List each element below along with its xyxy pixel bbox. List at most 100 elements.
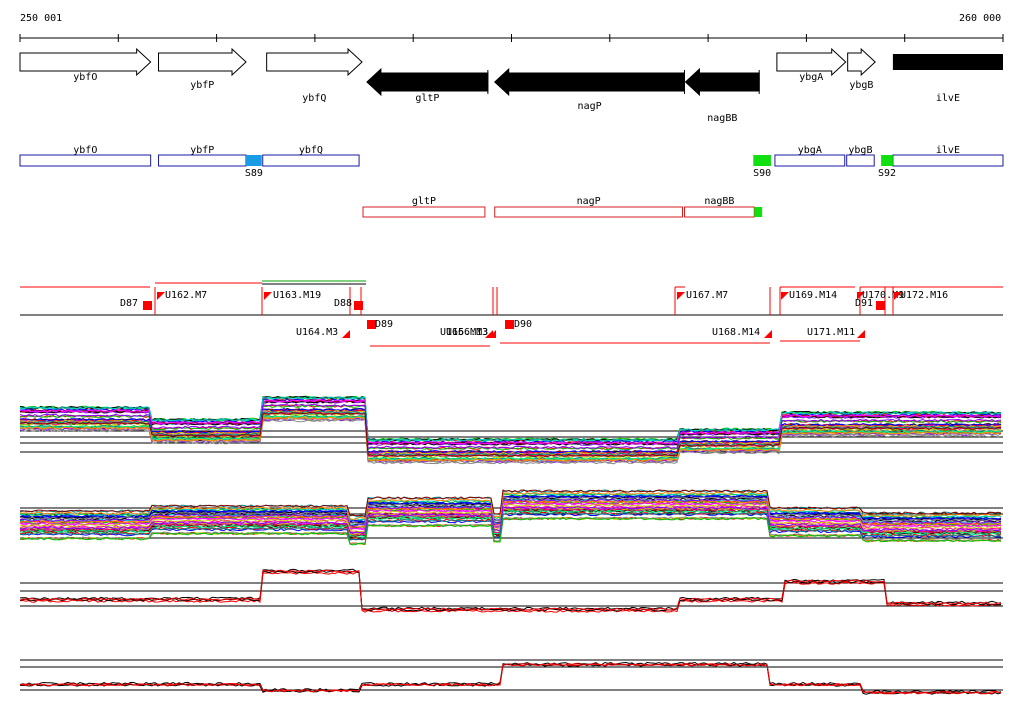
expression-trace — [19, 500, 1002, 528]
segment-marker — [488, 330, 496, 338]
gene-label-ilvE: ilvE — [936, 93, 960, 104]
expression-trace — [19, 512, 1002, 541]
segment-marker — [781, 292, 789, 300]
segment-marker — [157, 292, 165, 300]
gene-label-ybfO: ybfO — [73, 72, 97, 83]
segment-marker — [857, 330, 865, 338]
expression-trace — [19, 501, 1002, 530]
expression-trace — [19, 494, 1002, 523]
segment-marker — [342, 330, 350, 338]
forward-box-ilvE — [892, 154, 1004, 167]
segment-label: D89 — [375, 319, 393, 330]
forward-box-label-ybgB: ybgB — [848, 145, 872, 156]
coordinate-ruler — [19, 34, 1004, 42]
gene-arrow-nagBB — [684, 67, 760, 97]
expression-summary-reverse — [19, 659, 1003, 695]
segment-marker — [354, 301, 363, 310]
expression-trace — [19, 399, 1002, 445]
expression-trace — [19, 503, 1002, 533]
expression-trace — [19, 498, 1002, 527]
gene-label-ybgB: ybgB — [849, 80, 873, 91]
end-coordinate: 260 000 — [959, 13, 1002, 24]
gene-arrow-ybfP — [158, 47, 247, 77]
forward-box-label-ybfO: ybfO — [73, 145, 97, 156]
expression-trace — [19, 407, 1002, 454]
gene-arrow-gltP — [366, 67, 489, 97]
segment-marker — [505, 320, 514, 329]
gene-label-nagP: nagP — [578, 101, 602, 112]
gene-label-ybgA: ybgA — [799, 72, 823, 83]
forward-annotation-track: ybfO ybfP ybfQ ybgA ybgB ilvE S89 S90 S92 — [19, 145, 1004, 179]
segment-label: D90 — [514, 319, 532, 330]
segment-label: U171.M11 — [807, 327, 855, 338]
start-coordinate: 250 001 — [20, 13, 63, 24]
expression-trace — [19, 409, 1002, 456]
site-marker-label: S92 — [878, 168, 896, 179]
reverse-box-nagP — [494, 206, 684, 218]
expression-summary-forward — [19, 568, 1003, 613]
gene-arrow-ybfO — [19, 47, 152, 77]
expression-trace — [19, 516, 1002, 545]
expression-trace — [19, 415, 1002, 461]
segment-label: D91 — [855, 298, 873, 309]
segment-marker — [857, 292, 865, 300]
segment-marker — [894, 292, 902, 300]
forward-box-ybfQ — [262, 154, 360, 167]
forward-box-label-ybfQ: ybfQ — [299, 145, 323, 156]
segment-label: U168.M14 — [712, 327, 760, 338]
gene-arrow-ybgB — [847, 47, 876, 77]
gene-arrow-ybfQ — [266, 47, 363, 77]
site-marker — [754, 207, 763, 217]
expression-trace — [19, 506, 1002, 534]
segment-label: D87 — [120, 298, 138, 309]
expression-trace — [19, 517, 1002, 546]
gene-label-gltP: gltP — [415, 93, 439, 104]
segment-marker — [367, 320, 376, 329]
segment-label: U166.M3 — [446, 327, 488, 338]
segmentation-track: D87 U162.M7 U163.M19 D88 U167.M7 U169.M14 U170… — [20, 280, 1003, 347]
expression-trace — [19, 411, 1002, 457]
expression-trace — [19, 663, 1002, 695]
forward-box-label-ybgA: ybgA — [798, 145, 822, 156]
reverse-box-gltP — [362, 206, 486, 218]
segment-marker — [264, 292, 272, 300]
gene-label-ybfQ: ybfQ — [302, 93, 326, 104]
segment-marker — [876, 301, 885, 310]
segment-label: D88 — [334, 298, 352, 309]
segment-marker — [764, 330, 772, 338]
forward-box-ybgB — [846, 154, 875, 167]
expression-trace — [19, 489, 1002, 518]
site-marker-label: S90 — [753, 168, 771, 179]
forward-box-ybgA — [774, 154, 846, 167]
gene-arrow-ilvE — [892, 54, 1003, 70]
reverse-box-label-nagBB: nagBB — [704, 196, 734, 207]
expression-trace — [19, 568, 1002, 610]
site-marker — [753, 155, 771, 166]
site-marker-label: S89 — [245, 168, 263, 179]
segment-label: U163.M19 — [273, 290, 321, 301]
segment-label: U169.M14 — [789, 290, 837, 301]
segment-label: U170.M9 — [862, 290, 904, 301]
expression-trace — [19, 569, 1002, 611]
segment-label: U165.M13 — [440, 327, 488, 338]
gene-arrow-ybgA — [776, 47, 847, 77]
reverse-box-label-nagP: nagP — [577, 196, 601, 207]
expression-trace — [19, 403, 1002, 450]
site-marker — [246, 155, 262, 166]
expression-trace — [19, 509, 1002, 538]
gene-label-nagBB: nagBB — [707, 113, 737, 124]
reverse-annotation-track: gltP nagP nagBB — [362, 196, 763, 218]
expression-trace — [19, 417, 1002, 463]
expression-panel-reverse — [19, 489, 1003, 546]
forward-box-ybfP — [158, 154, 247, 167]
segment-label: U164.M3 — [296, 327, 338, 338]
forward-box-label-ybfP: ybfP — [190, 145, 214, 156]
expression-trace — [19, 497, 1002, 526]
expression-trace — [19, 496, 1002, 525]
site-marker — [881, 155, 893, 166]
expression-trace — [19, 416, 1002, 462]
segment-label: U167.M7 — [686, 290, 728, 301]
gene-arrow-nagP — [494, 67, 685, 97]
segment-marker — [143, 301, 152, 310]
